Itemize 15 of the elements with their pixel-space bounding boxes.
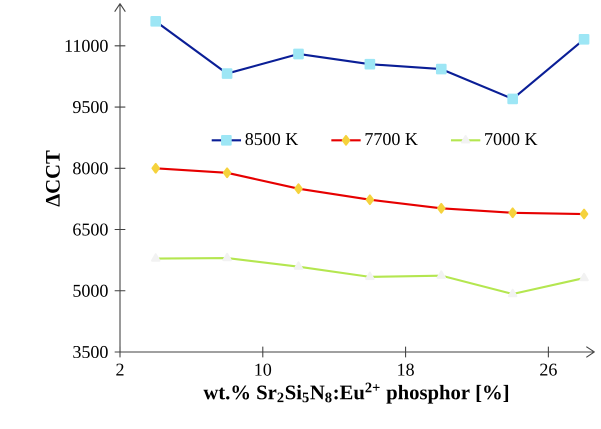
x-tick-label: 18 [398,364,414,376]
x-tick-label: 10 [255,364,272,376]
legend-label: 8500 K [245,132,298,146]
y-tick-label: 11000 [66,40,108,52]
y-tick-label: 6500 [73,223,108,236]
x-tick-label: 26 [540,364,557,376]
y-tick-label: 3500 [73,346,108,358]
y-tick-label: 5000 [73,284,108,297]
legend-label: 7000 K [485,132,538,146]
y-tick-label: 8000 [73,162,108,174]
text: wt.% Sr$_{2}$Si$_{5}$N$_{8}$:Eu$^{2+}$ phosphor [%] [203,382,508,404]
legend-label: 7700 K [366,132,418,146]
x-tick-label: 2 [116,364,124,376]
y-axis-title: ΔCCT [46,150,60,206]
y-tick-label: 9500 [72,100,108,114]
